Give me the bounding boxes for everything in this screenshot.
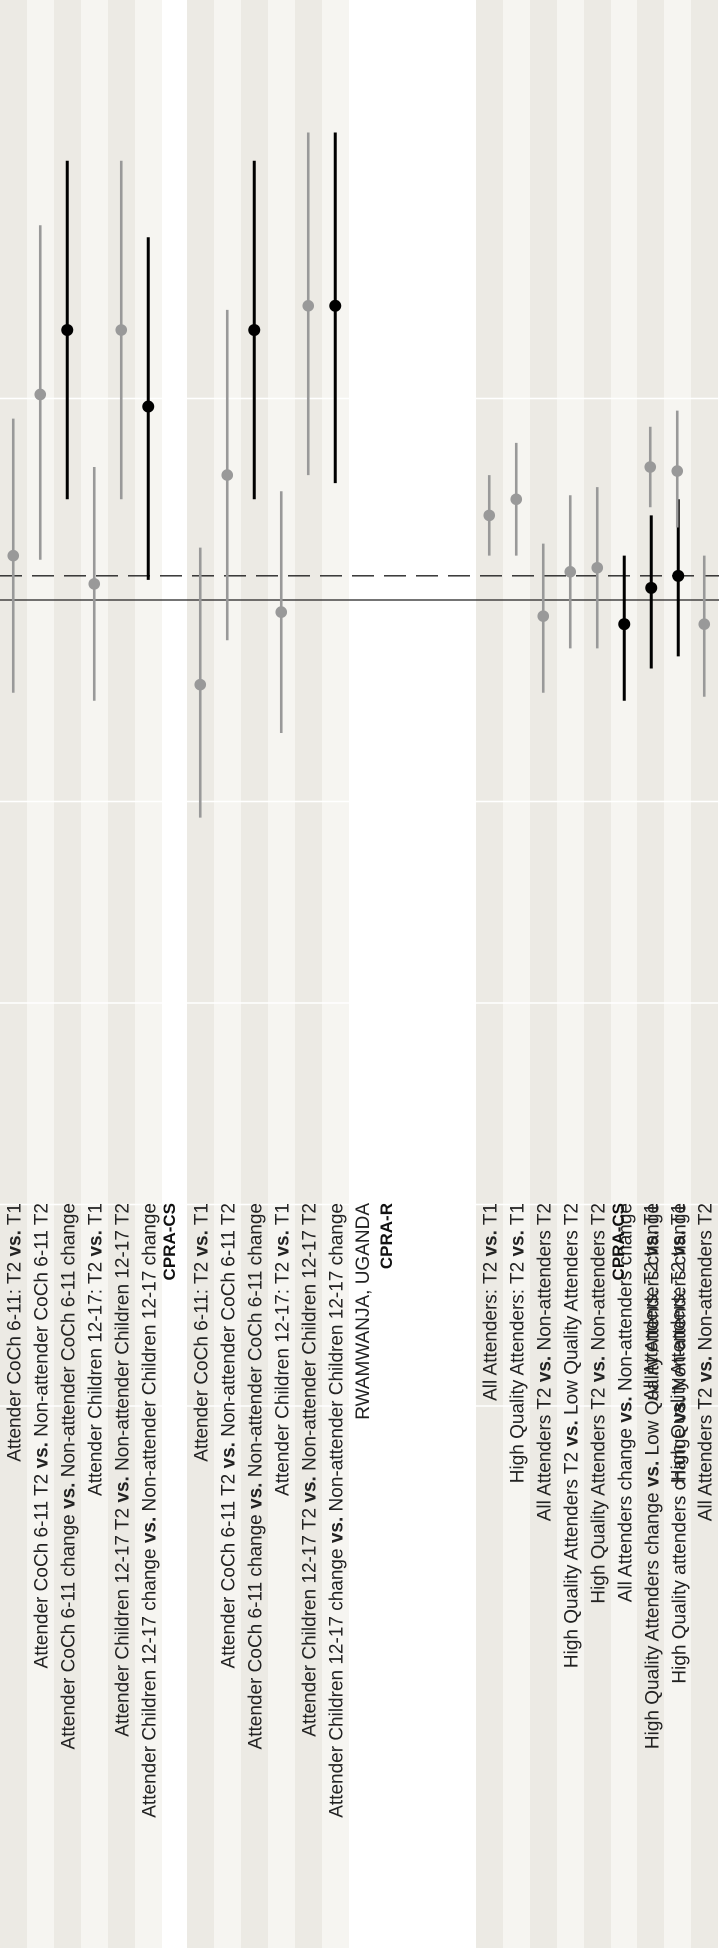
point-estimate	[248, 323, 261, 336]
row-label: Attender Children 12-17 change vs. Non-a…	[139, 1203, 160, 1818]
point-estimate	[645, 581, 658, 594]
row-label: High Quality Attenders: T2 vs. T1	[668, 1203, 689, 1483]
row-band	[664, 0, 691, 1948]
row-label: Attender Children 12-17 T2 vs. Non-atten…	[112, 1203, 133, 1737]
row-label: Attender CoCh 6-11: T2 vs. T1	[4, 1203, 25, 1462]
row-band	[530, 0, 557, 1948]
row-label: High Quality attenders change vs. Non-at…	[669, 1203, 690, 1684]
point-estimate	[671, 465, 684, 477]
row-label: Attender Children 12-17 T2 vs. Non-atten…	[299, 1203, 320, 1737]
row-label: All Attenders change vs. Non-attenders c…	[615, 1203, 636, 1602]
row-band	[476, 0, 503, 1948]
point-estimate	[618, 618, 631, 631]
row-band	[81, 0, 108, 1948]
row-band	[503, 0, 530, 1948]
point-estimate	[34, 388, 47, 401]
point-estimate	[115, 324, 128, 336]
panel-title: CPRA-R	[377, 1203, 396, 1269]
row-label: Attender Children 12-17: T2 vs. T1	[272, 1203, 293, 1496]
row-label: Attender CoCh 6-11 change vs. Non-attend…	[58, 1203, 79, 1749]
row-label: All Attenders T2 vs. Non-attenders T2	[534, 1203, 555, 1521]
point-estimate	[275, 606, 288, 618]
point-estimate	[672, 569, 685, 582]
row-label: All Attenders: T2 vs. T1	[641, 1203, 662, 1401]
row-label: Attender CoCh 6-11: T2 vs. T1	[191, 1203, 212, 1462]
point-estimate	[329, 299, 342, 312]
point-estimate	[698, 618, 711, 630]
point-estimate	[61, 323, 74, 336]
point-estimate	[142, 400, 155, 413]
row-band	[611, 0, 638, 1948]
row-label: Attender CoCh 6-11 T2 vs. Non-attender C…	[218, 1203, 239, 1668]
point-estimate	[510, 493, 523, 506]
point-estimate	[88, 578, 101, 590]
row-band	[187, 0, 214, 1948]
row-band	[691, 0, 718, 1948]
row-band	[0, 0, 27, 1948]
row-label: All Attenders T2 vs. Non-attenders T2	[695, 1203, 716, 1521]
row-label: Attender Children 12-17: T2 vs. T1	[85, 1203, 106, 1496]
point-estimate	[483, 509, 496, 522]
panel-header-band	[399, 0, 476, 1948]
point-estimate	[537, 610, 550, 622]
row-label: High Quality Attenders T2 vs. Low Qualit…	[561, 1203, 582, 1668]
point-estimate	[7, 549, 20, 562]
row-label: Attender CoCh 6-11 change vs. Non-attend…	[245, 1203, 266, 1749]
point-estimate	[194, 678, 207, 691]
row-band	[584, 0, 611, 1948]
panel-title: CPRA-CS	[160, 1203, 179, 1280]
row-label: High Quality Attenders change vs. Low Qu…	[642, 1203, 663, 1749]
point-estimate	[564, 565, 577, 578]
point-estimate	[644, 461, 657, 473]
row-label: Attender CoCh 6-11 T2 vs. Non-attender C…	[31, 1203, 52, 1668]
row-label: High Quality Attenders T2 vs. Non-attend…	[588, 1203, 609, 1604]
point-estimate	[591, 561, 604, 574]
row-label: Attender Children 12-17 change vs. Non-a…	[326, 1203, 347, 1818]
point-estimate	[221, 469, 234, 481]
point-estimate	[302, 300, 315, 312]
row-band	[268, 0, 295, 1948]
row-band	[557, 0, 584, 1948]
row-label: High Quality Attenders: T2 vs. T1	[507, 1203, 528, 1483]
panel-title: CPRA-CS	[609, 1203, 628, 1280]
section-title: RWAMWANJA, UGANDA	[353, 1203, 374, 1420]
row-band	[637, 0, 664, 1948]
row-label: All Attenders: T2 vs. T1	[480, 1203, 501, 1401]
